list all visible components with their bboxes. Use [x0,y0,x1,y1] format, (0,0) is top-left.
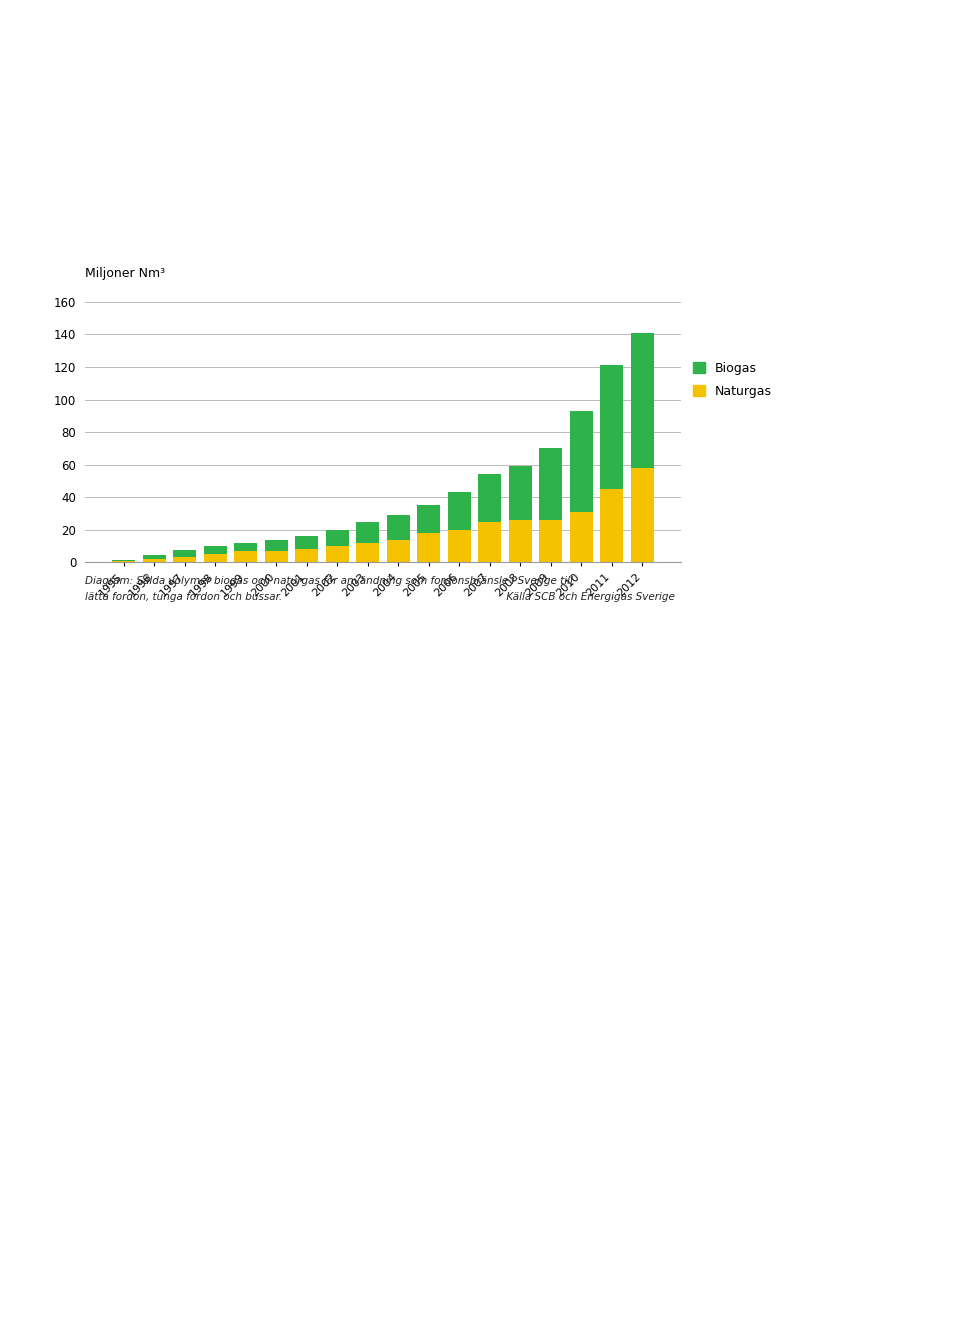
Text: lätta fordon, tunga fordon och bussar.                                          : lätta fordon, tunga fordon och bussar. [85,592,675,601]
Bar [569,511,592,562]
Bar [234,542,257,552]
Bar [387,539,410,562]
Bar [234,552,257,562]
Bar [509,519,532,562]
Bar [569,411,592,511]
Bar [418,506,441,533]
Bar [356,522,379,542]
Bar [143,556,166,560]
Bar [174,550,197,557]
Bar [478,475,501,522]
Bar [296,537,319,549]
Text: Miljoner Nm³: Miljoner Nm³ [85,267,165,280]
Bar [204,554,227,562]
Bar [447,530,470,562]
Text: Diagram: Sålda volymer biogas och naturgas för användning som fordonsbränsle i S: Diagram: Sålda volymer biogas och naturg… [85,574,573,586]
Bar [325,530,348,546]
Bar [600,488,623,562]
Bar [600,365,623,488]
Bar [325,546,348,562]
Bar [447,493,470,530]
Bar [265,539,288,552]
Bar [509,466,532,519]
Bar [204,546,227,554]
Bar [631,468,654,562]
Bar [174,557,197,562]
Bar [478,522,501,562]
Bar [265,552,288,562]
Bar [540,519,563,562]
Bar [540,448,563,519]
Bar [387,515,410,539]
Bar [631,333,654,468]
Bar [143,560,166,562]
Bar [112,560,135,561]
Bar [356,542,379,562]
Bar [296,549,319,562]
Bar [418,533,441,562]
Legend: Biogas, Naturgas: Biogas, Naturgas [693,362,772,397]
